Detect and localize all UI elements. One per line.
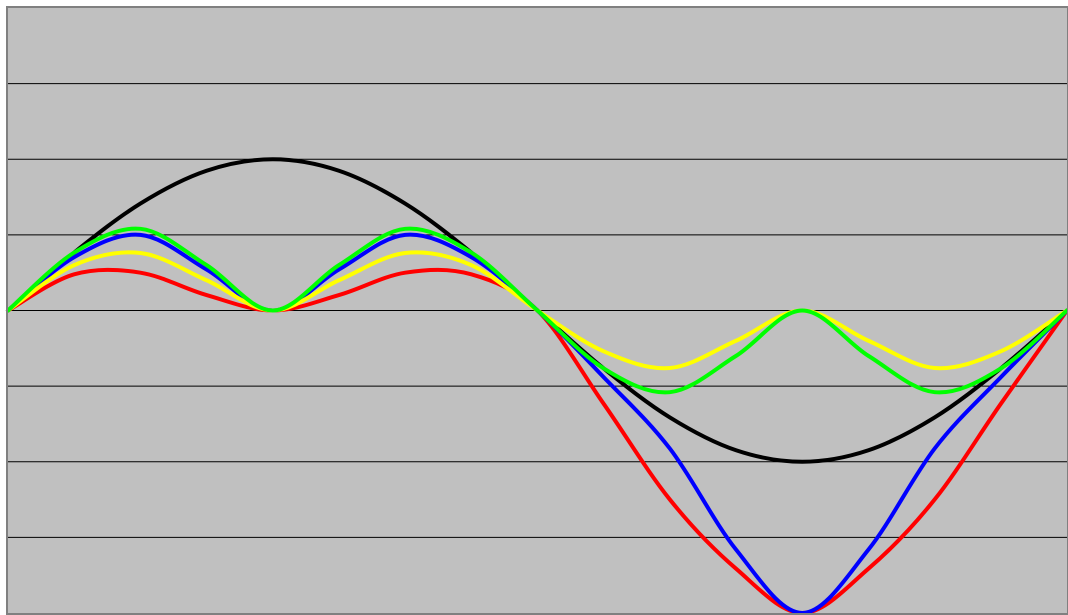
series-lines xyxy=(6,157,1068,615)
series-line-2 xyxy=(6,267,1068,615)
gridlines xyxy=(8,83,1067,538)
plot-border xyxy=(6,6,1068,615)
series-line-5 xyxy=(6,226,1068,395)
